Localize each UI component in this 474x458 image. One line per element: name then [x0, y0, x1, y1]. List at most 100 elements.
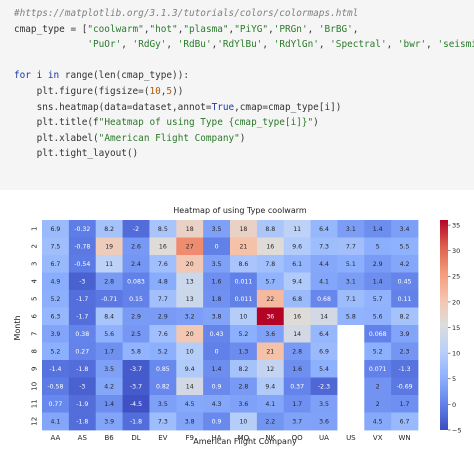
cell-value-label: 1.6 — [212, 279, 222, 286]
cell-value-label: 4.4 — [319, 261, 329, 268]
heatmap-cell — [230, 360, 258, 378]
x-tick-label: US — [346, 434, 356, 442]
cell-value-label: 3.4 — [400, 226, 410, 233]
cell-value-label: 2 — [376, 401, 380, 408]
heatmap-cell — [203, 220, 231, 238]
heatmap-cell — [95, 395, 123, 413]
cell-value-label: 6.1 — [292, 261, 302, 268]
cell-value-label: 1.7 — [292, 401, 302, 408]
heatmap-cell — [95, 412, 123, 431]
heatmap-cell — [364, 377, 392, 396]
heatmap-cell — [122, 342, 150, 361]
cell-value-label: 0.9 — [212, 384, 222, 391]
cell-value-label: 5.6 — [373, 314, 383, 321]
y-tick-label: 7 — [31, 332, 39, 336]
x-axis-label: American Flight Company — [193, 437, 297, 446]
heatmap-cell — [122, 290, 150, 308]
cell-value-label: 4.2 — [400, 261, 410, 268]
code-line: cmap_type = ["coolwarm","hot","plasma","… — [14, 23, 359, 35]
cell-value-label: 7.7 — [346, 244, 356, 251]
heatmap-cell — [256, 255, 285, 273]
cell-value-label: 2.5 — [131, 331, 141, 338]
cell-value-label: 2.8 — [292, 349, 302, 356]
heatmap-cell — [337, 237, 365, 256]
heatmap-cell — [310, 290, 338, 308]
cell-value-label: 0.37 — [290, 384, 304, 391]
heatmap-cell — [95, 220, 123, 238]
code-line: plt.figure(figsize=(10,5)) — [14, 85, 184, 97]
cell-value-label: 5.2 — [158, 349, 168, 356]
heatmap-cell — [283, 325, 311, 343]
cell-value-label: 7.7 — [158, 296, 168, 303]
cell-value-label: 2.9 — [373, 261, 383, 268]
heatmap-cell — [283, 377, 311, 396]
cell-value-label: -3.7 — [130, 384, 142, 391]
heatmap-cell — [42, 395, 70, 413]
heatmap-cell — [364, 412, 392, 431]
cell-value-label: 18 — [239, 226, 247, 233]
heatmap-cell — [176, 272, 204, 291]
heatmap-cell — [230, 412, 258, 431]
cell-value-label: 5.1 — [346, 261, 356, 268]
heatmap-cell — [337, 325, 365, 343]
cell-value-label: 1.4 — [373, 226, 383, 233]
heatmap-cell — [391, 360, 419, 378]
heatmap-cell — [68, 237, 97, 256]
heatmap-cell — [95, 272, 123, 291]
heatmap-cell — [364, 395, 392, 413]
heatmap-cell — [256, 220, 285, 238]
heatmap-cell — [391, 220, 419, 238]
heatmap-cell — [256, 272, 285, 291]
colorbar-tick-label: 20 — [452, 298, 460, 306]
heatmap-cell — [230, 307, 258, 326]
heatmap-cell — [230, 272, 258, 291]
cell-value-label: 5.2 — [373, 349, 383, 356]
colorbar-tick-label: 25 — [452, 273, 460, 281]
cell-value-label: -0.58 — [47, 384, 63, 391]
heatmap-cell — [42, 377, 70, 396]
y-tick-label: 5 — [31, 297, 39, 301]
cell-value-label: -3 — [79, 384, 85, 391]
heatmap-cell — [391, 290, 419, 308]
cell-value-label: 2.9 — [131, 314, 141, 321]
cell-value-label: 4.1 — [51, 419, 61, 426]
cell-value-label: -0.32 — [74, 226, 90, 233]
cell-value-label: -2 — [133, 226, 139, 233]
cell-value-label: 9.6 — [292, 244, 302, 251]
colorbar — [440, 220, 448, 430]
cell-value-label: 3.1 — [346, 279, 356, 286]
cell-value-label: 16 — [293, 314, 301, 321]
heatmap-cell — [337, 342, 365, 361]
y-axis-label: Month — [13, 315, 22, 340]
cell-value-label: 36 — [266, 314, 274, 321]
heatmap-cell — [42, 220, 70, 238]
cell-value-label: 6.8 — [292, 296, 302, 303]
heatmap-cell — [310, 307, 338, 326]
code-line: for i in range(len(cmap_type)): — [14, 70, 189, 82]
heatmap-cell — [149, 377, 177, 396]
heatmap-cell — [149, 290, 177, 308]
cell-value-label: 1.4 — [373, 279, 383, 286]
cell-value-label: -4.5 — [130, 401, 142, 408]
heatmap-cell — [364, 307, 392, 326]
colorbar-tick-label: 5 — [452, 375, 456, 383]
cell-value-label: 1.7 — [400, 401, 410, 408]
cell-value-label: 3.7 — [292, 419, 302, 426]
heatmap-cell — [230, 377, 258, 396]
cell-value-label: 2.8 — [239, 384, 249, 391]
cell-value-label: 0.011 — [235, 279, 253, 286]
heatmap-cell — [337, 255, 365, 273]
cell-value-label: 16 — [159, 244, 167, 251]
heatmap-cell — [68, 395, 97, 413]
cell-value-label: 4.9 — [51, 279, 61, 286]
cell-value-label: 1.7 — [104, 349, 114, 356]
cell-value-label: 14 — [320, 314, 328, 321]
x-tick-label: AA — [51, 434, 61, 442]
cell-value-label: 8.8 — [265, 226, 275, 233]
heatmap-cell — [364, 255, 392, 273]
cell-value-label: 3.8 — [185, 419, 195, 426]
y-tick-label: 1 — [31, 227, 39, 231]
heatmap-cell — [176, 395, 204, 413]
heatmap-cell — [391, 395, 419, 413]
cell-value-label: 4.5 — [373, 419, 383, 426]
